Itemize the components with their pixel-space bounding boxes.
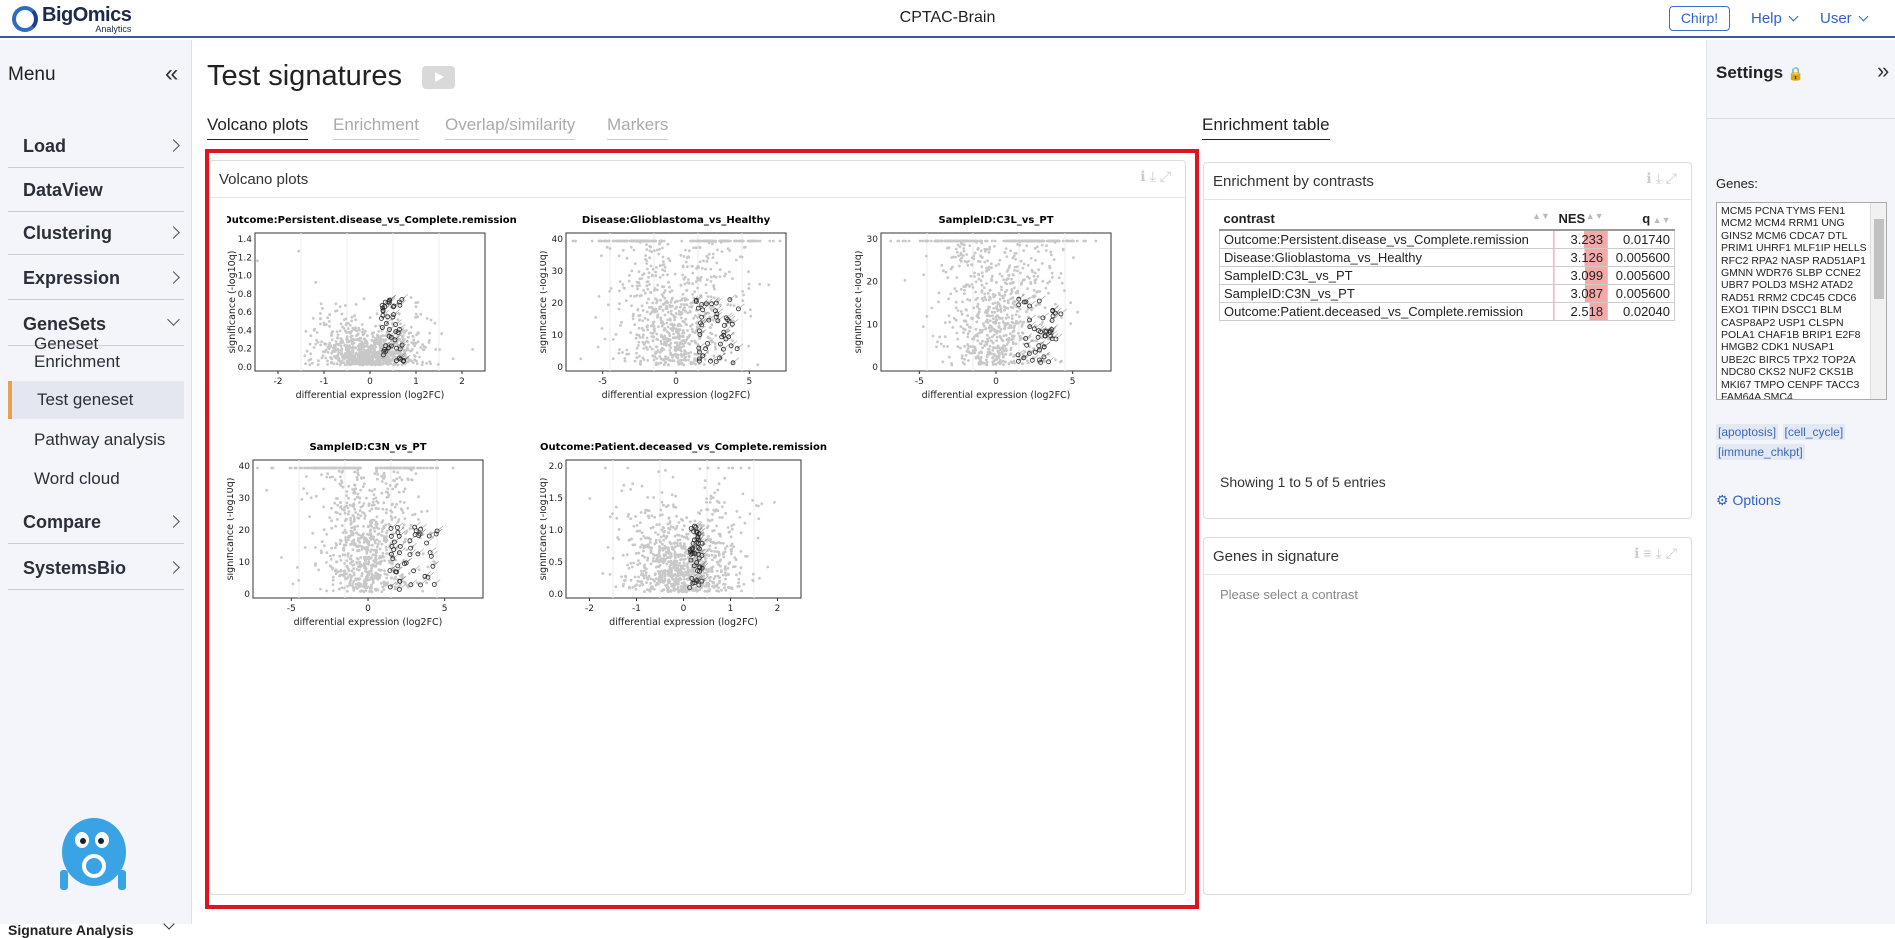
video-play-icon[interactable]	[422, 66, 455, 89]
menu-title: Menu	[8, 64, 56, 86]
dataset-title: CPTAC-Brain	[0, 9, 1895, 27]
nav-compare[interactable]: Compare	[8, 500, 184, 544]
info-icon[interactable]: ℹ	[1646, 170, 1655, 186]
lock-icon[interactable]: 🔒	[1788, 66, 1804, 81]
signature-analysis-label[interactable]: Signature Analysis	[8, 922, 134, 938]
genes-in-signature-panel: Genes in signature ℹ≡⤓⤢ Please select a …	[1203, 537, 1692, 895]
nav-label: Load	[23, 136, 66, 156]
cell-nes: 3.126	[1554, 248, 1608, 266]
tab-volcano-plots[interactable]: Volcano plots	[207, 115, 308, 140]
chip-immune-chkpt[interactable]: [immune_chkpt]	[1716, 444, 1805, 460]
help-menu[interactable]: Help	[1751, 10, 1797, 27]
chevron-right-icon	[167, 271, 180, 284]
chevron-down-icon	[1788, 12, 1798, 22]
chevron-right-icon	[167, 561, 180, 574]
highlight-box	[205, 149, 1199, 909]
cell-nes: 3.099	[1554, 266, 1608, 284]
table-row[interactable]: Outcome:Persistent.disease_vs_Complete.r…	[1220, 230, 1675, 248]
cell-contrast: Outcome:Persistent.disease_vs_Complete.r…	[1220, 230, 1554, 248]
cell-nes: 3.087	[1554, 284, 1608, 302]
cell-contrast: SampleID:C3L_vs_PT	[1220, 266, 1554, 284]
cell-contrast: Disease:Glioblastoma_vs_Healthy	[1220, 248, 1554, 266]
options-toggle[interactable]: ⚙ Options	[1716, 492, 1781, 509]
nav-label: Expression	[23, 268, 120, 288]
chevron-right-icon	[167, 139, 180, 152]
cell-q: 0.02040	[1608, 302, 1675, 320]
user-label: User	[1820, 10, 1852, 27]
chevron-right-icon	[167, 226, 180, 239]
table-info: Showing 1 to 5 of 5 entries	[1220, 474, 1386, 490]
nav-clustering[interactable]: Clustering	[8, 211, 184, 255]
gear-icon: ⚙	[1716, 492, 1729, 508]
sidebar: Menu « Load DataView Clustering Expressi…	[0, 40, 192, 924]
user-menu[interactable]: User	[1820, 10, 1867, 27]
cell-contrast: SampleID:C3N_vs_PT	[1220, 284, 1554, 302]
chevron-down-icon[interactable]	[163, 918, 174, 929]
cell-q: 0.005600	[1608, 284, 1675, 302]
genes-textarea[interactable]: MCM5 PCNA TYMS FEN1 MCM2 MCM4 RRM1 UNG G…	[1716, 202, 1887, 400]
chip-cell-cycle[interactable]: [cell_cycle]	[1783, 424, 1846, 440]
tab-markers[interactable]: Markers	[607, 115, 668, 140]
col-q[interactable]: q ▲▼	[1608, 208, 1675, 230]
collapse-settings-icon[interactable]: »	[1877, 58, 1889, 84]
cell-q: 0.005600	[1608, 248, 1675, 266]
nav-expression[interactable]: Expression	[8, 256, 184, 300]
nav-load[interactable]: Load	[8, 124, 184, 168]
nav-systemsbio[interactable]: SystemsBio	[8, 546, 184, 590]
sub-pathway-analysis[interactable]: Pathway analysis	[8, 421, 184, 459]
genes-label: Genes:	[1716, 176, 1758, 191]
sub-word-cloud[interactable]: Word cloud	[8, 460, 184, 498]
cell-q: 0.005600	[1608, 266, 1675, 284]
genes-scrollbar[interactable]	[1870, 203, 1886, 399]
chevron-down-icon	[1858, 12, 1868, 22]
panel-tools[interactable]: ℹ≡⤓⤢	[1634, 545, 1681, 562]
tab-overlap-similarity[interactable]: Overlap/similarity	[445, 115, 575, 140]
enrichment-table: contrast▲▼ NES▲▼ q ▲▼ Outcome:Persistent…	[1219, 208, 1675, 321]
page-title: Test signatures	[207, 60, 402, 93]
list-icon[interactable]: ≡	[1643, 545, 1655, 561]
cell-nes: 2.518	[1554, 302, 1608, 320]
panel-tools[interactable]: ℹ⤓⤢	[1646, 170, 1681, 187]
mascot-illustration	[52, 800, 136, 892]
placeholder-text: Please select a contrast	[1220, 587, 1358, 602]
nav-label: Compare	[23, 512, 101, 532]
cell-contrast: Outcome:Patient.deceased_vs_Complete.rem…	[1220, 302, 1554, 320]
tab-enrichment[interactable]: Enrichment	[333, 115, 419, 140]
nav-label: SystemsBio	[23, 558, 126, 578]
download-icon[interactable]: ⤓	[1656, 170, 1666, 186]
cell-q: 0.01740	[1608, 230, 1675, 248]
chirp-button[interactable]: Chirp!	[1669, 6, 1730, 31]
settings-title: Settings 🔒	[1716, 63, 1804, 83]
nav-label: DataView	[23, 180, 103, 200]
nav-label: Clustering	[23, 223, 112, 243]
chip-apoptosis[interactable]: [apoptosis]	[1716, 424, 1778, 440]
panel-title: Genes in signature	[1213, 548, 1339, 565]
expand-icon[interactable]: ⤢	[1666, 545, 1681, 561]
geneset-chips: [apoptosis] [cell_cycle] [immune_chkpt]	[1716, 422, 1886, 462]
sub-test-geneset[interactable]: Test geneset	[8, 381, 184, 419]
collapse-sidebar-icon[interactable]: «	[165, 64, 178, 84]
download-icon[interactable]: ⤓	[1656, 545, 1666, 561]
chevron-right-icon	[167, 515, 180, 528]
nav-label: GeneSets	[23, 314, 106, 334]
col-contrast[interactable]: contrast▲▼	[1220, 208, 1554, 230]
sub-geneset-enrichment[interactable]: Geneset Enrichment	[8, 332, 184, 374]
tab-enrichment-table[interactable]: Enrichment table	[1202, 115, 1330, 140]
top-bar: BigOmics Analytics CPTAC-Brain Chirp! He…	[0, 0, 1895, 38]
panel-title: Enrichment by contrasts	[1213, 173, 1374, 190]
col-nes[interactable]: NES▲▼	[1554, 208, 1608, 230]
nav-dataview[interactable]: DataView	[8, 168, 184, 212]
help-label: Help	[1751, 10, 1782, 27]
table-row[interactable]: Outcome:Patient.deceased_vs_Complete.rem…	[1220, 302, 1675, 320]
expand-icon[interactable]: ⤢	[1666, 170, 1681, 186]
settings-panel: Settings 🔒 » Genes: MCM5 PCNA TYMS FEN1 …	[1706, 40, 1895, 924]
cell-nes: 3.233	[1554, 230, 1608, 248]
chevron-down-icon	[167, 313, 180, 326]
